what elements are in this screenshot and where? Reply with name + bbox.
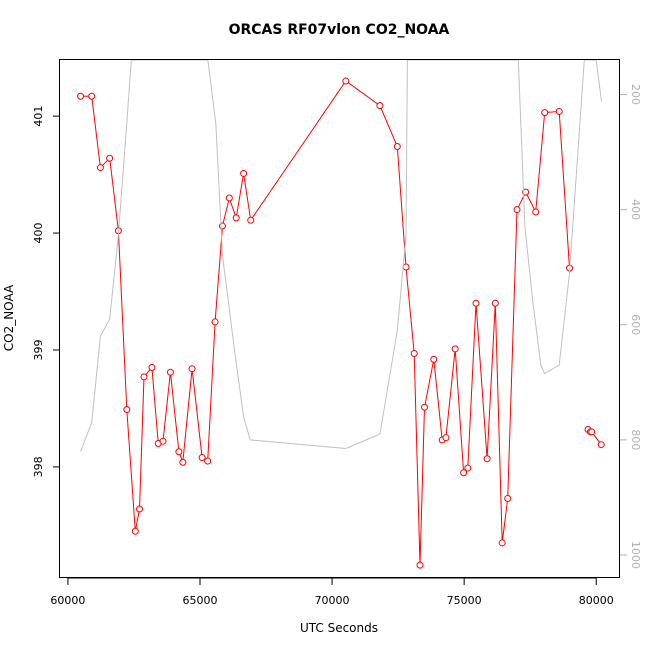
data-point	[522, 188, 530, 196]
data-point	[483, 455, 491, 463]
x-axis: 60000 65000 70000 75000 80000	[50, 577, 614, 607]
x-tick-label: 70000	[315, 594, 350, 607]
data-point	[106, 154, 114, 162]
data-point	[175, 448, 183, 456]
data-point	[532, 208, 540, 216]
data-point	[464, 464, 472, 472]
y-tick-label: 398	[32, 456, 45, 477]
y-tick-label: 400	[32, 223, 45, 244]
data-point	[376, 102, 384, 110]
y-right-tick-label: 800	[629, 429, 642, 450]
x-tick-label: 65000	[183, 594, 218, 607]
data-point	[159, 437, 167, 445]
data-point	[442, 434, 450, 442]
y-right-tick-label: 400	[629, 199, 642, 220]
data-point	[188, 365, 196, 373]
x-axis-label: UTC Seconds	[300, 621, 378, 635]
y-axis-left: 398 399 400 401	[32, 106, 60, 477]
data-point	[421, 403, 429, 411]
data-point	[96, 164, 104, 172]
x-tick-label: 80000	[579, 594, 614, 607]
data-point	[136, 505, 144, 513]
data-point	[88, 92, 96, 100]
data-point	[179, 458, 187, 466]
series-line	[91, 80, 570, 566]
data-point	[430, 355, 438, 363]
x-tick-label: 60000	[50, 594, 85, 607]
data-point	[131, 527, 139, 535]
data-point	[498, 539, 506, 547]
data-point	[393, 143, 401, 151]
data-point	[225, 194, 233, 202]
data-point	[232, 214, 240, 222]
y-right-tick-label: 1000	[629, 541, 642, 569]
y-axis-right: 200 400 600 800 1000	[620, 84, 642, 569]
y-right-tick-label: 600	[629, 314, 642, 335]
data-point	[597, 441, 605, 449]
data-point	[342, 77, 350, 85]
data-point	[513, 206, 521, 214]
data-point	[148, 364, 156, 372]
data-point	[140, 373, 148, 381]
y-tick-label: 401	[32, 106, 45, 127]
x-tick-label: 75000	[447, 594, 482, 607]
right-axis-series-line	[80, 60, 602, 452]
data-point	[416, 561, 424, 569]
data-point	[460, 469, 468, 477]
data-point	[204, 457, 212, 465]
data-point	[541, 109, 549, 117]
data-point	[123, 406, 131, 414]
data-point	[451, 345, 459, 353]
data-point	[472, 299, 480, 307]
data-point	[77, 92, 85, 100]
data-point	[247, 216, 255, 224]
data-point	[410, 349, 418, 357]
series-layer	[77, 60, 605, 569]
data-point	[211, 318, 219, 326]
plot-frame	[59, 59, 620, 578]
data-point	[402, 263, 410, 271]
data-point	[504, 494, 512, 502]
data-point	[198, 454, 206, 462]
chart-title: ORCAS RF07vlon CO2_NOAA	[229, 22, 450, 38]
data-point	[491, 299, 499, 307]
y-axis-label: CO2_NOAA	[2, 284, 16, 351]
data-point	[166, 368, 174, 376]
data-point	[218, 222, 226, 230]
y-right-tick-label: 200	[629, 84, 642, 105]
data-point	[555, 107, 563, 115]
data-point	[240, 169, 248, 177]
data-point	[588, 428, 596, 436]
y-tick-label: 399	[32, 339, 45, 360]
